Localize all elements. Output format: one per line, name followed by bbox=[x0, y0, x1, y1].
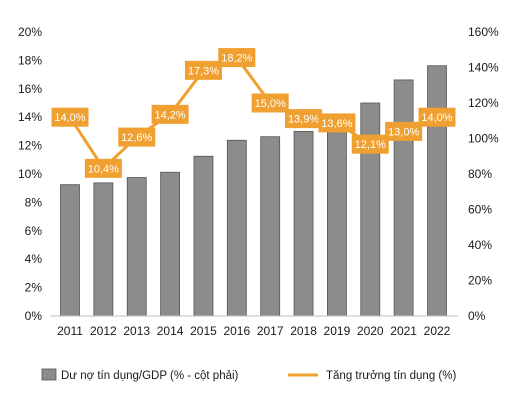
data-label-2015: 17,3% bbox=[184, 60, 222, 80]
left-axis-tick-label: 6% bbox=[25, 224, 43, 238]
data-label-box bbox=[118, 127, 156, 147]
data-label-text: 13,0% bbox=[388, 126, 419, 138]
data-label-2016: 18,2% bbox=[218, 48, 256, 68]
data-label-box bbox=[51, 107, 89, 127]
left-axis-tick-label: 10% bbox=[18, 167, 42, 181]
data-label-box bbox=[184, 60, 222, 80]
bar-2018 bbox=[293, 130, 314, 317]
data-label-box bbox=[318, 113, 356, 133]
left-axis-tick-label: 16% bbox=[18, 82, 42, 96]
data-label-text: 12,6% bbox=[121, 132, 152, 144]
data-label-text: 12,1% bbox=[355, 139, 386, 151]
left-axis-tick-label: 18% bbox=[18, 53, 42, 67]
data-label-2019: 13,6% bbox=[318, 113, 356, 133]
bar-2015 bbox=[193, 155, 214, 317]
data-label-box bbox=[251, 93, 289, 113]
x-axis-tick-label: 2021 bbox=[390, 324, 417, 338]
legend-line-label: Tăng trưởng tín dụng (%) bbox=[326, 370, 456, 382]
right-axis-tick-label: 100% bbox=[468, 132, 499, 146]
data-label-2012: 10,4% bbox=[84, 158, 122, 178]
data-label-box bbox=[285, 109, 323, 129]
data-label-text: 15,0% bbox=[255, 98, 286, 110]
left-axis-tick-label: 2% bbox=[25, 281, 43, 295]
x-axis-tick-label: 2017 bbox=[257, 324, 284, 338]
right-axis-tick-label: 120% bbox=[468, 96, 499, 110]
data-label-text: 13,6% bbox=[321, 118, 352, 130]
x-axis-tick-label: 2012 bbox=[90, 324, 117, 338]
legend-bar-label: Dư nợ tín dụng/GDP (% - cột phải) bbox=[61, 370, 239, 382]
x-axis-tick-label: 2015 bbox=[190, 324, 217, 338]
x-axis-tick-label: 2018 bbox=[290, 324, 317, 338]
left-axis-tick-label: 12% bbox=[18, 139, 42, 153]
right-axis-tick-label: 60% bbox=[468, 203, 492, 217]
x-axis-tick-label: 2011 bbox=[57, 324, 83, 338]
bar-2019 bbox=[327, 127, 347, 317]
legend-bar-swatch bbox=[41, 368, 57, 381]
left-axis-tick-label: 14% bbox=[18, 110, 42, 124]
line-data-labels: 14,0% 10,4% 12,6%14,2% 17,3%18,2% 15,0%13,9%… bbox=[51, 48, 456, 178]
data-label-2022: 14,0% bbox=[418, 107, 456, 127]
data-label-2014: 14,2% bbox=[151, 104, 189, 124]
left-axis-tick-label: 4% bbox=[25, 252, 43, 266]
bar-2014 bbox=[160, 171, 180, 317]
data-label-text: 14,0% bbox=[421, 112, 452, 124]
right-axis-tick-label: 80% bbox=[468, 167, 492, 181]
data-label-2020: 12,1% bbox=[351, 134, 389, 154]
right-axis-tick-label: 160% bbox=[468, 25, 499, 39]
data-label-2013: 12,6% bbox=[118, 127, 156, 147]
right-axis-tick-label: 0% bbox=[468, 309, 486, 323]
bar-2017 bbox=[260, 136, 281, 317]
data-label-text: 17,3% bbox=[188, 65, 219, 77]
data-label-text: 14,2% bbox=[154, 109, 185, 121]
data-label-2011: 14,0% bbox=[51, 107, 89, 127]
data-label-text: 10,4% bbox=[88, 163, 119, 175]
x-axis-tick-label: 2013 bbox=[123, 324, 150, 338]
legend: Dư nợ tín dụng/GDP (% - cột phải) Tăng t… bbox=[41, 368, 456, 382]
bar-2022 bbox=[427, 65, 447, 317]
data-label-box bbox=[418, 107, 456, 127]
data-label-box bbox=[385, 121, 423, 141]
bar-2012 bbox=[93, 182, 114, 317]
data-label-2017: 15,0% bbox=[251, 93, 289, 113]
left-axis-tick-label: 8% bbox=[25, 195, 43, 209]
right-axis-tick-label: 140% bbox=[468, 61, 499, 75]
left-axis-tick-label: 20% bbox=[18, 25, 42, 39]
data-label-box bbox=[151, 104, 189, 124]
data-label-2018: 13,9% bbox=[285, 109, 323, 129]
data-label-text: 13,9% bbox=[288, 114, 319, 126]
bar-2016 bbox=[226, 139, 247, 317]
left-axis-tick-label: 0% bbox=[25, 309, 43, 323]
data-label-text: 18,2% bbox=[221, 53, 252, 65]
left-y-axis: 0% 2% 4% 6% 8% 10% 12% 14% 16% 18% 20% bbox=[18, 25, 42, 323]
x-axis: 2011 2012 2013 2014 2015 2016 2017 2018 2019 2020… bbox=[50, 315, 458, 338]
data-label-text: 14,0% bbox=[54, 112, 85, 124]
bar-2021 bbox=[393, 79, 414, 317]
x-axis-tick-label: 2014 bbox=[157, 324, 184, 338]
bar-2013 bbox=[126, 177, 147, 317]
x-axis-tick-label: 2016 bbox=[223, 324, 250, 338]
right-axis-tick-label: 20% bbox=[468, 274, 492, 288]
x-axis-tick-label: 2022 bbox=[424, 324, 451, 338]
data-label-2021: 13,0% bbox=[385, 121, 423, 141]
x-axis-tick-label: 2020 bbox=[357, 324, 384, 338]
data-label-box bbox=[84, 158, 122, 178]
data-label-box bbox=[218, 48, 256, 68]
right-y-axis: 0% 20% 40% 60% 80% 100% 120% 140% 160% bbox=[468, 25, 499, 323]
x-axis-tick-label: 2019 bbox=[324, 324, 351, 338]
data-label-box bbox=[351, 134, 389, 154]
right-axis-tick-label: 40% bbox=[468, 238, 492, 252]
bar-2011 bbox=[60, 184, 80, 317]
